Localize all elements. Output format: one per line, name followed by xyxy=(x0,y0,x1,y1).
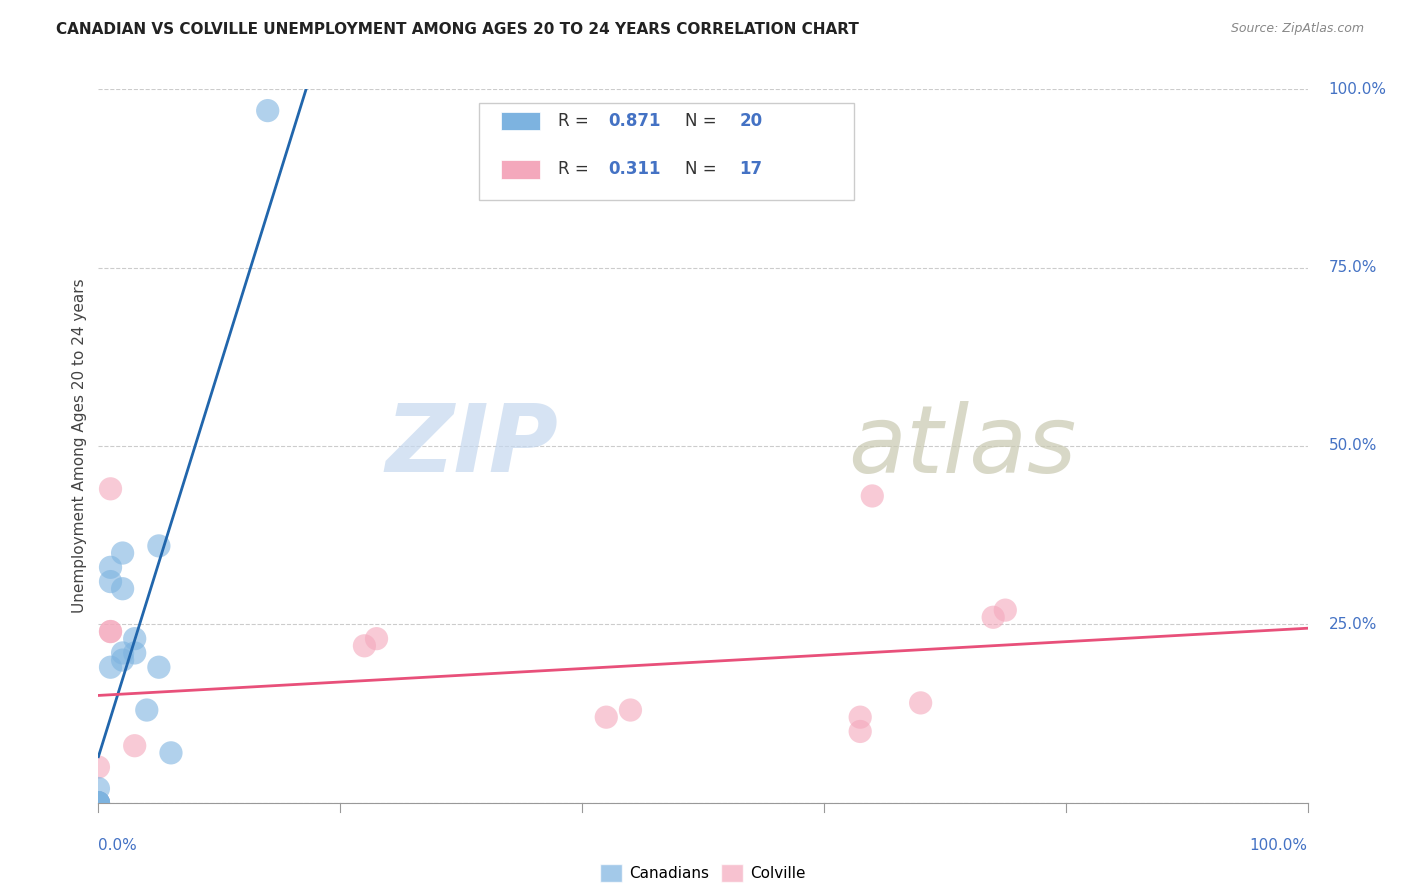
Text: 0.871: 0.871 xyxy=(609,112,661,130)
Point xyxy=(87,796,110,810)
Point xyxy=(100,574,122,589)
Point xyxy=(353,639,375,653)
FancyBboxPatch shape xyxy=(501,112,540,130)
Text: N =: N = xyxy=(685,112,721,130)
Text: Source: ZipAtlas.com: Source: ZipAtlas.com xyxy=(1230,22,1364,36)
Point xyxy=(87,796,110,810)
Point xyxy=(124,646,146,660)
Point xyxy=(148,660,170,674)
Point xyxy=(111,653,134,667)
Point xyxy=(124,632,146,646)
Point xyxy=(100,624,122,639)
Point xyxy=(595,710,617,724)
Text: R =: R = xyxy=(558,161,593,178)
Point xyxy=(135,703,157,717)
Point xyxy=(87,796,110,810)
Text: 25.0%: 25.0% xyxy=(1329,617,1376,632)
Point xyxy=(87,760,110,774)
Text: R =: R = xyxy=(558,112,593,130)
Point xyxy=(100,660,122,674)
Text: N =: N = xyxy=(685,161,721,178)
Point xyxy=(111,646,134,660)
Text: 0.0%: 0.0% xyxy=(98,838,138,854)
Point xyxy=(100,482,122,496)
Point xyxy=(100,560,122,574)
Text: atlas: atlas xyxy=(848,401,1077,491)
Point xyxy=(87,796,110,810)
Text: 100.0%: 100.0% xyxy=(1250,838,1308,854)
Legend: Canadians, Colville: Canadians, Colville xyxy=(593,858,813,888)
Y-axis label: Unemployment Among Ages 20 to 24 years: Unemployment Among Ages 20 to 24 years xyxy=(72,278,87,614)
Point xyxy=(87,781,110,796)
Text: 20: 20 xyxy=(740,112,762,130)
Text: ZIP: ZIP xyxy=(385,400,558,492)
Point xyxy=(366,632,388,646)
Point xyxy=(111,582,134,596)
Point xyxy=(148,539,170,553)
FancyBboxPatch shape xyxy=(501,161,540,178)
Point xyxy=(994,603,1017,617)
Text: 100.0%: 100.0% xyxy=(1329,82,1386,96)
FancyBboxPatch shape xyxy=(479,103,855,200)
Point xyxy=(849,724,872,739)
Text: 0.311: 0.311 xyxy=(609,161,661,178)
Point xyxy=(124,739,146,753)
Text: CANADIAN VS COLVILLE UNEMPLOYMENT AMONG AGES 20 TO 24 YEARS CORRELATION CHART: CANADIAN VS COLVILLE UNEMPLOYMENT AMONG … xyxy=(56,22,859,37)
Point xyxy=(619,703,641,717)
Point xyxy=(849,710,872,724)
Text: 17: 17 xyxy=(740,161,762,178)
Point xyxy=(87,796,110,810)
Point xyxy=(256,103,278,118)
Point xyxy=(981,610,1004,624)
Point xyxy=(100,624,122,639)
Point xyxy=(860,489,883,503)
Point xyxy=(111,546,134,560)
Text: 50.0%: 50.0% xyxy=(1329,439,1376,453)
Point xyxy=(87,796,110,810)
Point xyxy=(160,746,183,760)
Point xyxy=(910,696,932,710)
Text: 75.0%: 75.0% xyxy=(1329,260,1376,275)
Point xyxy=(87,796,110,810)
